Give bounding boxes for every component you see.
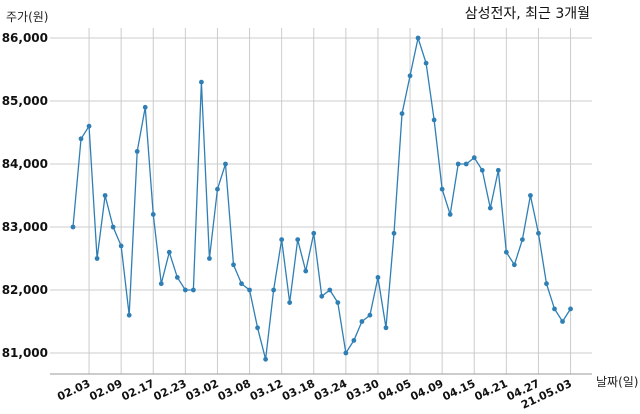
x-tick-label: 04.09 — [408, 377, 445, 403]
data-point — [359, 319, 365, 324]
data-point — [503, 249, 509, 255]
x-axis-label: 날짜(일) — [596, 375, 638, 389]
data-point — [223, 161, 228, 167]
data-point — [255, 325, 260, 331]
data-point — [463, 161, 469, 167]
y-tick-label: 82,000 — [2, 283, 48, 297]
x-tick-label: 02.23 — [152, 377, 189, 403]
data-point — [351, 338, 357, 343]
data-point — [166, 249, 172, 255]
data-point — [311, 230, 317, 236]
x-tick-label: 03.18 — [280, 377, 317, 403]
x-tick-label: 03.02 — [184, 377, 221, 403]
data-point — [536, 230, 541, 236]
y-tick-label: 84,000 — [2, 157, 48, 171]
x-tick-label: 03.30 — [344, 377, 381, 404]
data-point — [102, 193, 108, 198]
data-point — [231, 262, 236, 268]
data-point — [263, 356, 268, 362]
data-point — [110, 224, 116, 230]
data-point — [78, 136, 84, 142]
data-point — [552, 306, 557, 312]
data-point — [182, 287, 188, 293]
data-points — [70, 35, 573, 362]
data-point — [335, 300, 341, 305]
data-point — [126, 312, 132, 318]
data-point — [544, 281, 549, 287]
data-point — [199, 79, 204, 85]
data-point — [343, 350, 349, 356]
data-point — [447, 212, 453, 217]
x-tick-label: 04.05 — [376, 377, 413, 403]
x-tick-label: 03.08 — [216, 377, 253, 403]
data-point — [520, 237, 525, 243]
y-tick-label: 83,000 — [2, 220, 48, 234]
x-tick-label: 04.15 — [440, 377, 477, 403]
x-tick-label: 04.21 — [473, 377, 510, 403]
y-tick-label: 81,000 — [2, 346, 48, 360]
data-point — [479, 167, 485, 173]
data-point — [207, 256, 212, 261]
data-point — [70, 224, 76, 230]
data-point — [471, 155, 477, 161]
x-tick-label: 02.03 — [55, 377, 92, 403]
data-point — [118, 243, 124, 249]
y-axis-ticks: 81,000 82,000 83,000 84,000 85,000 86,000 — [2, 31, 48, 360]
data-point — [511, 262, 517, 268]
data-point — [174, 275, 180, 280]
data-point — [327, 287, 333, 293]
x-axis-ticks: 02.0302.0902.1702.2303.0203.0803.1203.18… — [55, 377, 574, 412]
data-point — [487, 205, 493, 211]
x-tick-label: 02.17 — [119, 377, 156, 403]
data-point — [215, 186, 220, 192]
data-point — [455, 161, 461, 167]
data-point — [391, 230, 397, 236]
chart-title: 삼성전자, 최근 3개월 — [465, 6, 590, 22]
x-tick-label: 03.12 — [248, 377, 285, 403]
data-point — [94, 256, 100, 261]
data-point — [86, 123, 92, 129]
grid — [50, 28, 592, 374]
data-point — [407, 73, 413, 79]
data-point — [295, 237, 301, 243]
data-point — [495, 167, 501, 173]
data-point — [423, 60, 429, 66]
data-point — [383, 325, 389, 331]
data-point — [190, 287, 196, 293]
data-point — [287, 300, 293, 305]
data-point — [431, 117, 437, 123]
data-point — [271, 287, 277, 293]
y-tick-label: 86,000 — [2, 31, 48, 45]
data-point — [279, 237, 285, 243]
data-point — [142, 104, 148, 110]
y-tick-label: 85,000 — [2, 94, 48, 108]
data-point — [150, 212, 156, 217]
data-point — [158, 281, 164, 287]
x-tick-label: 03.24 — [312, 377, 349, 404]
data-point — [134, 149, 140, 154]
data-point — [303, 268, 309, 274]
data-point — [247, 287, 252, 293]
y-axis-label: 주가(원) — [6, 10, 48, 24]
data-point — [399, 111, 405, 116]
data-point — [528, 193, 533, 198]
data-point — [319, 293, 325, 299]
data-point — [367, 312, 373, 318]
data-point — [568, 306, 573, 312]
data-point — [375, 275, 381, 280]
series-line — [72, 35, 572, 360]
data-point — [439, 186, 445, 192]
data-point — [239, 281, 244, 287]
data-point — [560, 319, 565, 324]
data-point — [415, 35, 421, 41]
x-tick-label: 02.09 — [87, 377, 124, 403]
